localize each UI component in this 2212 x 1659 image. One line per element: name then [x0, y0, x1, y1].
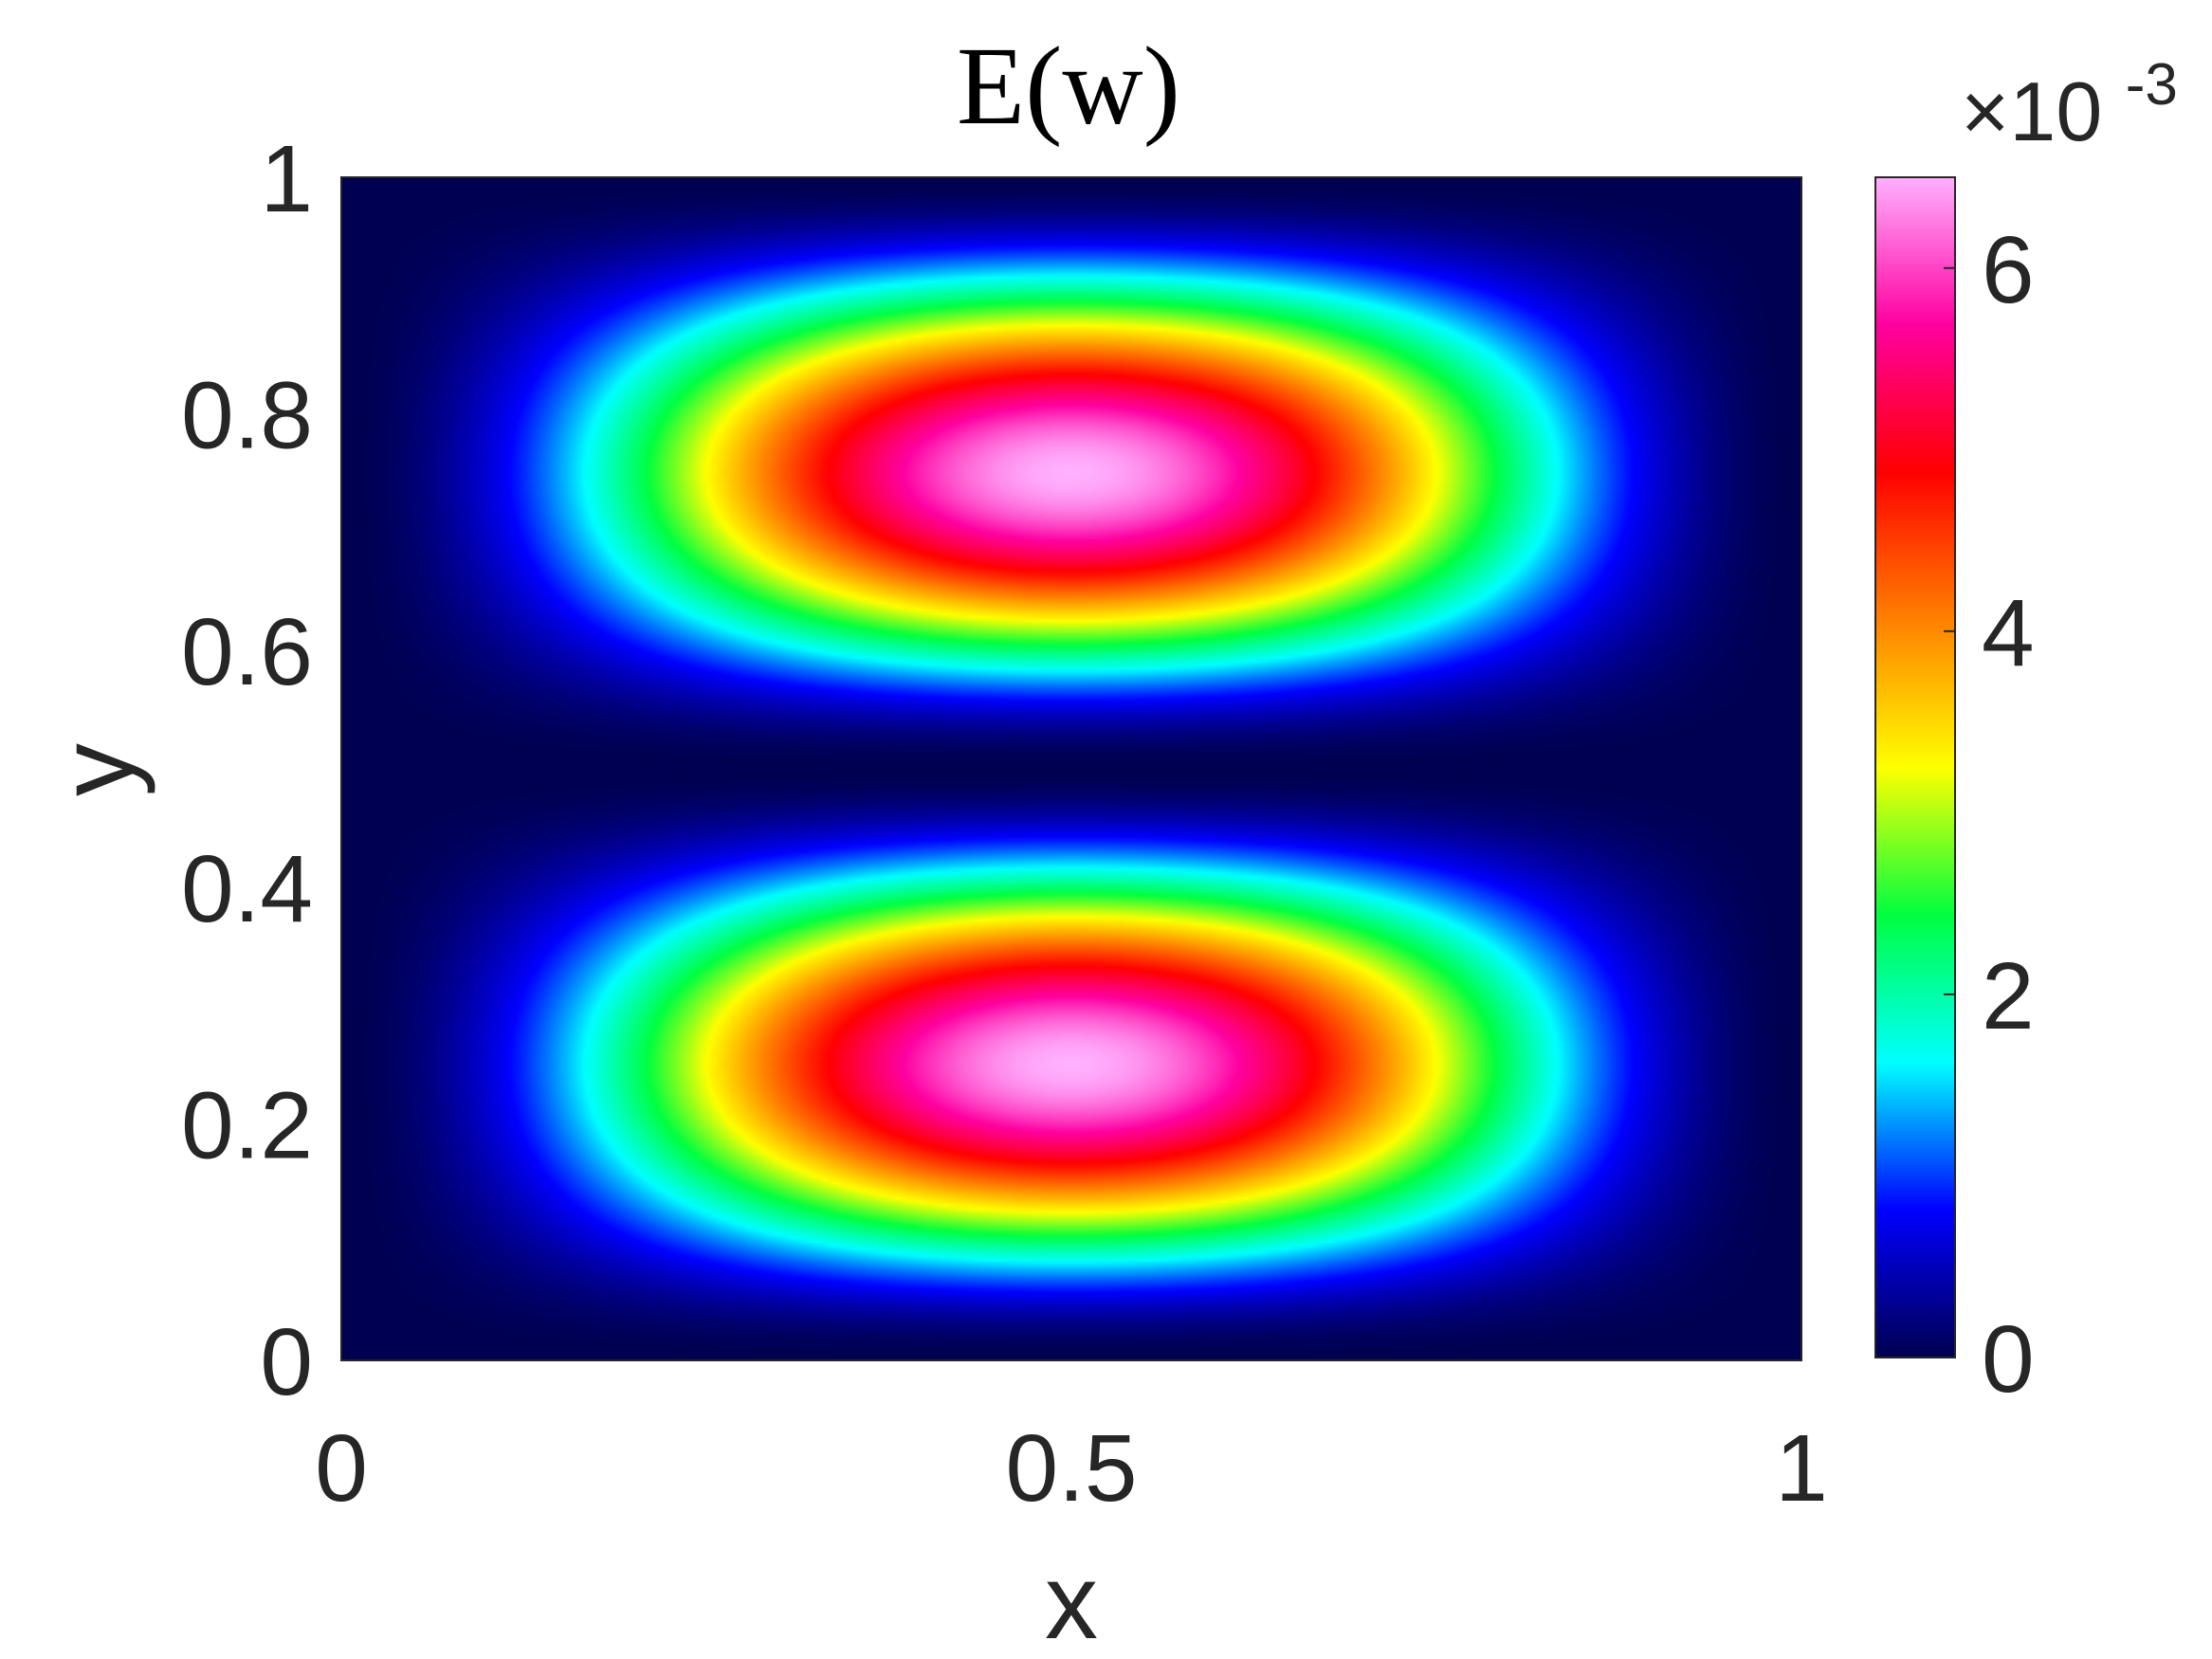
colorbar-multiplier: ×10 -3: [1961, 52, 2178, 158]
colorbar-tick-label: 2: [1982, 943, 2035, 1049]
heatmap-image: [341, 177, 1801, 1360]
y-tick-label: 0: [260, 1309, 313, 1415]
y-tick-label: 0.2: [181, 1072, 313, 1178]
y-tick-label: 0.6: [181, 599, 313, 705]
y-tick-label: 0.4: [181, 836, 313, 942]
plot-area: [340, 176, 1802, 1361]
x-tick-label: 0: [315, 1415, 368, 1522]
colorbar-multiplier-base: ×10: [1961, 64, 2102, 158]
colorbar-exponent: -3: [2126, 52, 2178, 118]
colorbar-gradient: [1874, 176, 1956, 1358]
colorbar-ticks: 0 2 4 6: [1944, 217, 2035, 1413]
y-axis-ticks: 0 0.2 0.4 0.6 0.8 1: [181, 126, 313, 1415]
colorbar-tick-label: 6: [1982, 217, 2035, 323]
x-tick-label: 0.5: [1005, 1415, 1137, 1522]
plot-frame: [340, 176, 1802, 1361]
y-tick-label: 1: [260, 126, 313, 232]
y-tick-label: 0.8: [181, 363, 313, 469]
colorbar-tick-label: 0: [1982, 1306, 2035, 1413]
colorbar: 0 2 4 6 ×10 -3: [1874, 52, 2178, 1413]
x-axis-label: x: [1045, 1542, 1098, 1659]
colorbar-tick-label: 4: [1982, 580, 2035, 686]
x-axis-ticks: 0 0.5 1: [315, 1415, 1828, 1522]
y-axis-label: y: [37, 743, 155, 796]
x-tick-label: 1: [1775, 1415, 1828, 1522]
chart-title: E(w): [957, 24, 1180, 148]
